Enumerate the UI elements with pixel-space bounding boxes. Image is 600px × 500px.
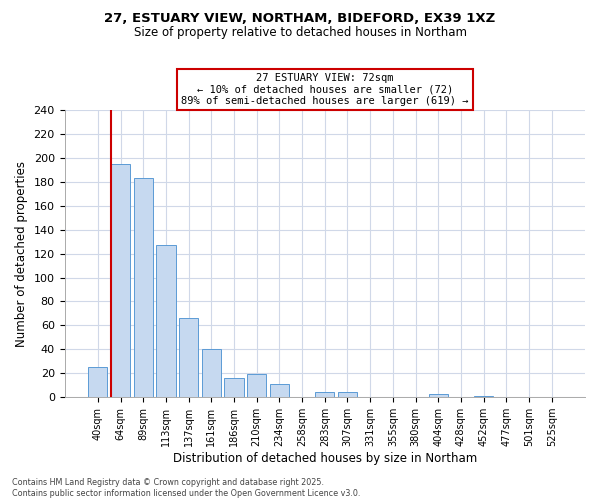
Text: 27 ESTUARY VIEW: 72sqm
← 10% of detached houses are smaller (72)
89% of semi-det: 27 ESTUARY VIEW: 72sqm ← 10% of detached… [181, 72, 469, 106]
Bar [247, 374, 266, 397]
Y-axis label: Number of detached properties: Number of detached properties [15, 160, 28, 346]
Bar [88, 368, 107, 397]
Bar [270, 384, 289, 397]
Bar [111, 164, 130, 397]
Bar [179, 318, 198, 397]
Bar [156, 246, 176, 397]
Bar [315, 392, 334, 397]
Text: 27, ESTUARY VIEW, NORTHAM, BIDEFORD, EX39 1XZ: 27, ESTUARY VIEW, NORTHAM, BIDEFORD, EX3… [104, 12, 496, 26]
X-axis label: Distribution of detached houses by size in Northam: Distribution of detached houses by size … [173, 452, 477, 465]
Bar [202, 350, 221, 397]
Bar [338, 392, 357, 397]
Text: Contains HM Land Registry data © Crown copyright and database right 2025.
Contai: Contains HM Land Registry data © Crown c… [12, 478, 361, 498]
Bar [134, 178, 153, 397]
Bar [428, 394, 448, 397]
Bar [474, 396, 493, 397]
Bar [224, 378, 244, 397]
Text: Size of property relative to detached houses in Northam: Size of property relative to detached ho… [133, 26, 467, 39]
